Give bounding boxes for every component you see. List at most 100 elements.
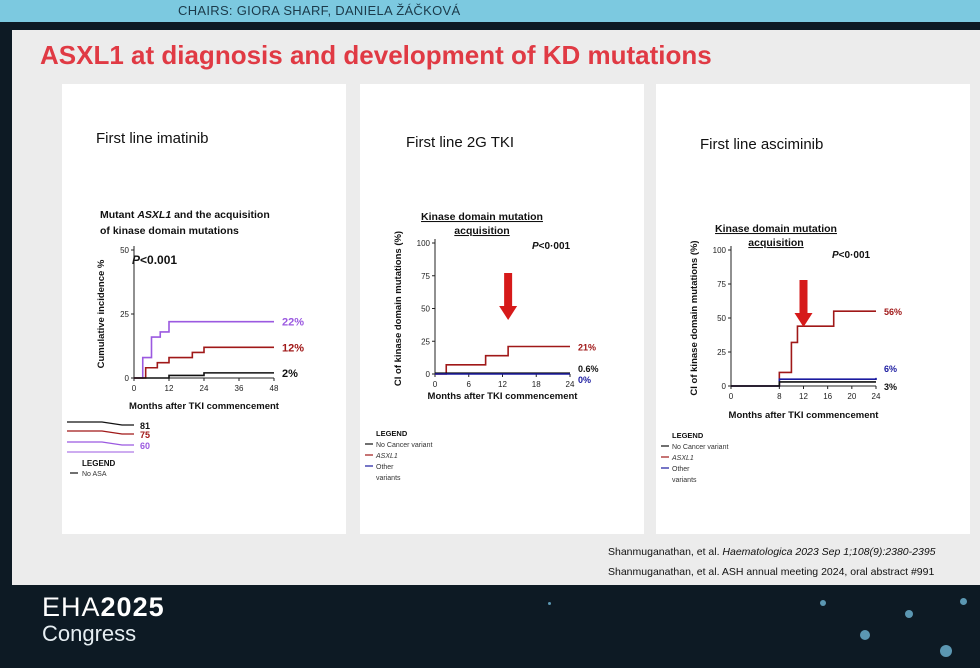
risk-line: [67, 430, 134, 435]
y-axis-label: CI of kinase domain mutations (%): [689, 240, 700, 395]
y-tick-label: 100: [713, 246, 727, 255]
legend-item: variants: [672, 477, 697, 484]
chart-imatinib: Mutant ASXL1 and the acquisition of kinas…: [67, 209, 304, 478]
panel-title-2g-tki: First line 2G TKI: [406, 134, 515, 151]
risk-number: 81: [140, 421, 150, 431]
legend-item: variants: [376, 475, 401, 482]
y-tick-label: 25: [421, 337, 430, 346]
x-tick-label: 24: [872, 392, 881, 401]
risk-line: [67, 421, 134, 426]
panel-asciminib: First line asciminib Kinase domain mutat…: [656, 84, 970, 534]
decor-dot: [860, 630, 870, 640]
x-tick-label: 12: [498, 380, 507, 389]
x-tick-label: 18: [532, 380, 541, 389]
legend-item: No Cancer variant: [376, 442, 432, 449]
x-tick-label: 0: [433, 380, 438, 389]
chart-asciminib: Kinase domain mutation acquisition P<0·001…: [661, 223, 902, 484]
references: Shanmuganathan, et al. Haematologica 202…: [608, 542, 936, 582]
x-tick-label: 48: [270, 384, 279, 393]
reference-1: Shanmuganathan, et al. Haematologica 202…: [608, 542, 936, 562]
series-end-label: 21%: [578, 342, 596, 352]
x-tick-label: 0: [729, 392, 734, 401]
y-tick-label: 25: [717, 348, 726, 357]
panel-title-asciminib: First line asciminib: [700, 136, 824, 153]
p-value: P<0·001: [532, 241, 571, 252]
x-tick-label: 12: [799, 392, 808, 401]
x-tick-label: 20: [847, 392, 856, 401]
y-tick-label: 75: [717, 280, 726, 289]
series-line: [134, 372, 274, 379]
series-end-label: 6%: [884, 364, 897, 374]
brand-congress: Congress: [42, 621, 137, 646]
chart-title-line1: Kinase domain mutation: [421, 211, 543, 223]
x-tick-label: 6: [467, 380, 472, 389]
panel-2g-tki: First line 2G TKI Kinase domain mutation…: [360, 84, 644, 534]
decor-dot: [905, 610, 913, 618]
series-end-label: 3%: [884, 382, 897, 392]
x-tick-label: 0: [132, 384, 137, 393]
x-axis-label: Months after TKI commencement: [428, 391, 579, 402]
y-tick-label: 50: [421, 305, 430, 314]
chart-2g-tki: Kinase domain mutation acquisition P<0·001…: [365, 211, 599, 482]
legend-item: ASXL1: [671, 455, 694, 462]
y-tick-label: 25: [120, 310, 129, 319]
title-gene: ASXL1: [136, 209, 171, 221]
y-axis-label: Cumulative incidence %: [96, 259, 107, 368]
eha-logo: EHA2025 Congress: [42, 592, 165, 647]
brand-year: 2025: [100, 592, 165, 622]
red-arrow-shaft: [504, 273, 513, 308]
reference-2: Shanmuganathan, et al. ASH annual meetin…: [608, 562, 936, 582]
reference-1-authors: Shanmuganathan, et al.: [608, 546, 723, 558]
series-end-label: 0.6%: [578, 364, 599, 374]
risk-number: 60: [140, 441, 150, 451]
chart-title-line2: acquisition: [748, 237, 803, 249]
x-tick-label: 36: [235, 384, 244, 393]
red-arrow-head: [499, 306, 518, 320]
legend-item: Other: [672, 466, 690, 473]
red-arrow-head: [794, 313, 813, 327]
chart-title-line2: of kinase domain mutations: [100, 225, 239, 237]
y-axis-label: CI of kinase domain mutations (%): [393, 231, 404, 386]
series-end-label: 12%: [282, 342, 304, 354]
legend-item: No ASA: [82, 471, 107, 478]
chart-title-line1: Mutant ASXL1 and the acquisition: [100, 209, 270, 221]
x-tick-label: 8: [777, 392, 782, 401]
x-axis-label: Months after TKI commencement: [729, 410, 880, 421]
chart-title-line1: Kinase domain mutation: [715, 223, 837, 235]
p-value: P<0·001: [832, 250, 871, 261]
reference-1-journal: Haematologica 2023 Sep 1;108(9):2380-239…: [722, 546, 936, 558]
y-tick-label: 50: [120, 246, 129, 255]
series-end-label: 22%: [282, 317, 304, 329]
p-value-p: P: [532, 241, 539, 252]
series-end-label: 0%: [578, 375, 591, 385]
p-value-number: <0·001: [539, 241, 571, 252]
series-line: [134, 346, 274, 379]
chart-title-line2: acquisition: [454, 225, 509, 237]
series-line: [731, 381, 876, 387]
y-tick-label: 100: [417, 239, 431, 248]
decor-dot: [940, 645, 952, 657]
decor-dot: [960, 598, 967, 605]
y-tick-label: 75: [421, 272, 430, 281]
series-end-label: 2%: [282, 368, 298, 380]
y-tick-label: 0: [125, 374, 130, 383]
series-line: [435, 345, 570, 375]
legend-title: LEGEND: [82, 459, 116, 468]
title-suffix: and the acquisition: [171, 209, 270, 221]
p-value: P<0.001: [132, 253, 177, 267]
legend-item: Other: [376, 464, 394, 471]
red-arrow-shaft: [799, 280, 808, 315]
session-header-bar: CHAIRS: GIORA SHARF, DANIELA ŽÁČKOVÁ: [0, 0, 980, 22]
x-tick-label: 16: [823, 392, 832, 401]
panel-title-imatinib: First line imatinib: [96, 130, 209, 147]
series-end-label: 56%: [884, 307, 902, 317]
y-tick-label: 0: [722, 382, 727, 391]
legend-item: ASXL1: [375, 453, 398, 460]
decor-dot: [548, 602, 551, 605]
x-axis-label: Months after TKI commencement: [129, 401, 280, 412]
brand-eha: EHA: [42, 592, 101, 622]
legend-item: No Cancer variant: [672, 444, 728, 451]
risk-number: 75: [140, 430, 150, 440]
risk-line: [67, 441, 134, 446]
reference-2-authors: Shanmuganathan, et al. ASH annual meetin…: [608, 566, 935, 578]
